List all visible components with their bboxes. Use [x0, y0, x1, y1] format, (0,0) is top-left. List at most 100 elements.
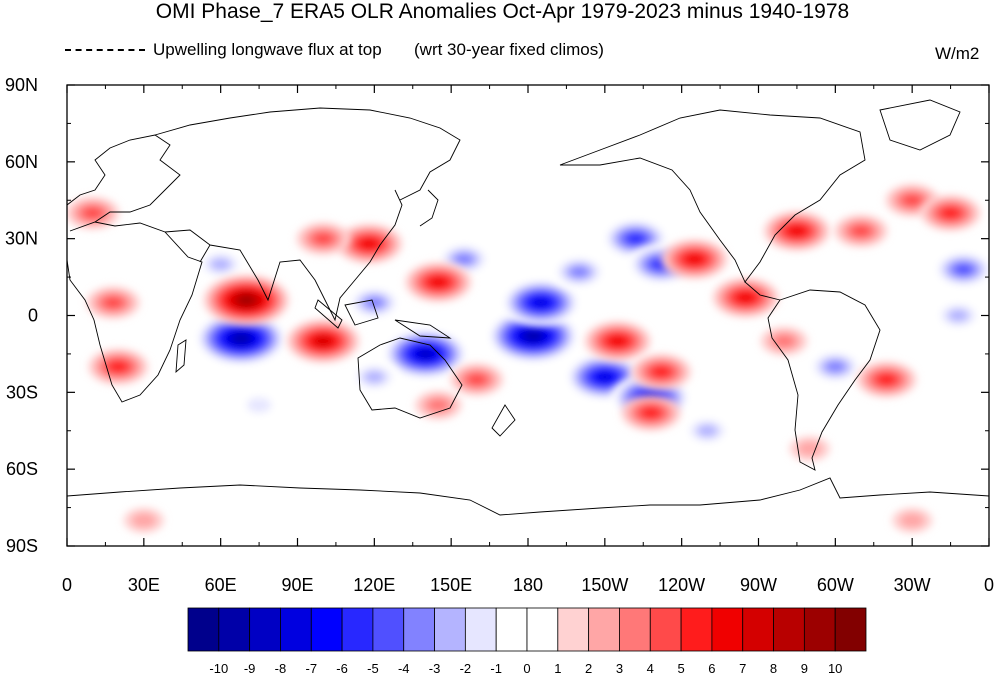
colorbar-swatch [341, 607, 374, 652]
colorbar-swatch [187, 607, 220, 652]
coastline-japan [419, 189, 439, 227]
anomaly-blob-18 [203, 274, 290, 326]
colorbar-swatch [834, 607, 867, 652]
anomaly-blob-13 [808, 350, 863, 383]
colorbar-swatch [711, 607, 744, 652]
colorbar-swatch [495, 607, 528, 652]
colorbar-swatch [588, 607, 620, 652]
coastline-new-zealand [491, 404, 516, 437]
anomaly-field [67, 184, 989, 533]
dashed-line-icon [65, 48, 145, 51]
plot-title: OMI Phase_7 ERA5 OLR Anomalies Oct-Apr 1… [155, 0, 850, 23]
coastline-new-guinea [394, 319, 452, 339]
colorbar-swatch [680, 607, 713, 652]
anomaly-blob-25 [763, 211, 831, 251]
colorbar-swatch [310, 607, 343, 652]
lon-label: 180 [513, 575, 543, 595]
anomaly-blob-20 [336, 223, 403, 264]
colorbar-label: -9 [244, 661, 256, 676]
lon-label: 150E [430, 575, 472, 595]
coastline-sumatra [314, 299, 343, 329]
anomaly-blob-11 [933, 251, 989, 288]
anomaly-blob-17 [683, 416, 731, 446]
lon-label: 120W [658, 575, 705, 595]
lat-label: 90N [5, 75, 38, 95]
coastline-north-america [559, 109, 866, 283]
coastline-borneo [344, 299, 379, 326]
lon-label: 90W [740, 575, 777, 595]
lon-label: 60W [817, 575, 854, 595]
lon-label: 0 [62, 575, 72, 595]
subtitle-left-text: Upwelling longwave flux at top [153, 40, 382, 59]
coastline-australia [357, 337, 463, 419]
coastlines [67, 99, 989, 516]
colorbar-swatch [249, 607, 281, 652]
anomaly-blob-9 [552, 255, 607, 289]
anomaly-blob-28 [885, 184, 939, 217]
colorbar-swatch [434, 607, 466, 652]
longitude-axis: 0 30E 60E 90E 120E 150E 180 150W 120W 90W 60W 30W 0 [62, 85, 994, 595]
coastline-antarctica [67, 477, 989, 516]
lon-label: 0 [984, 575, 994, 595]
anomaly-blob-10 [347, 286, 402, 319]
coastline-central-america [744, 281, 781, 301]
anomaly-blob-1 [382, 328, 469, 380]
anomaly-blob-35 [620, 394, 681, 431]
colorbar-label: 5 [677, 661, 684, 676]
units-label: W/m2 [935, 44, 980, 63]
anomaly-blob-37 [760, 326, 808, 356]
colorbar-label: 4 [647, 661, 654, 676]
anomaly-blob-16 [197, 249, 245, 279]
anomaly-blob-34 [631, 353, 692, 390]
lat-label: 30N [5, 229, 38, 249]
colorbar-label: 0 [523, 661, 530, 676]
coastline-south-america [767, 289, 881, 471]
colorbar-swatch [403, 607, 435, 652]
anomaly-blob-0 [195, 311, 288, 366]
colorbar-label: -3 [429, 661, 441, 676]
anomaly-blob-30 [88, 348, 149, 385]
anomaly-blob-38 [123, 507, 165, 533]
subtitle-left: Upwelling longwave flux at top [65, 40, 382, 60]
colorbar-label: -8 [275, 661, 287, 676]
colorbar-label: -1 [490, 661, 502, 676]
colorbar-label: -7 [305, 661, 317, 676]
anomaly-blob-33 [856, 361, 917, 398]
colorbar-swatch [803, 607, 836, 652]
lon-label: 150W [581, 575, 628, 595]
anomaly-blob-41 [414, 390, 462, 420]
colorbar-swatch [619, 607, 651, 652]
lat-label: 60S [6, 459, 38, 479]
colorbar-swatch [372, 607, 405, 652]
lat-label: 0 [28, 306, 38, 326]
anomaly-blob-21 [296, 222, 350, 255]
colorbar-label: -5 [367, 661, 379, 676]
anomaly-blob-19 [286, 319, 360, 363]
colorbar-swatch [742, 607, 774, 652]
colorbar-swatch [280, 607, 312, 652]
colorbar-swatch [649, 607, 682, 652]
latitude-axis: 90N 60N 30N 0 30S 60S 90S [5, 75, 989, 556]
anomaly-blob-22 [405, 262, 472, 303]
colorbar-label: -2 [460, 661, 472, 676]
colorbar-label: 1 [554, 661, 561, 676]
colorbar-label: 9 [801, 661, 808, 676]
subtitle-center: (wrt 30-year fixed climos) [414, 40, 604, 59]
lat-label: 60N [5, 152, 38, 172]
anomaly-blob-39 [891, 507, 933, 533]
colorbar-swatch [218, 607, 251, 652]
colorbar: -10 -9 -8 -7 -6 -5 -4 -3 -2 -1 0 1 2 3 4 5 6 7 8 9 10 [187, 607, 867, 676]
anomaly-blob-14 [350, 362, 398, 392]
coastline-europe [67, 134, 181, 223]
anomaly-blob-3 [501, 279, 581, 327]
colorbar-label: 7 [739, 661, 746, 676]
coastline-madagascar [175, 339, 187, 374]
anomaly-blob-27 [834, 214, 888, 248]
coastline-greenland [879, 99, 961, 151]
colorbar-label: 2 [585, 661, 592, 676]
colorbar-label: -4 [398, 661, 410, 676]
colorbar-swatch [557, 607, 590, 652]
anomaly-blob-12 [934, 301, 982, 330]
anomaly-blob-32 [67, 196, 120, 230]
